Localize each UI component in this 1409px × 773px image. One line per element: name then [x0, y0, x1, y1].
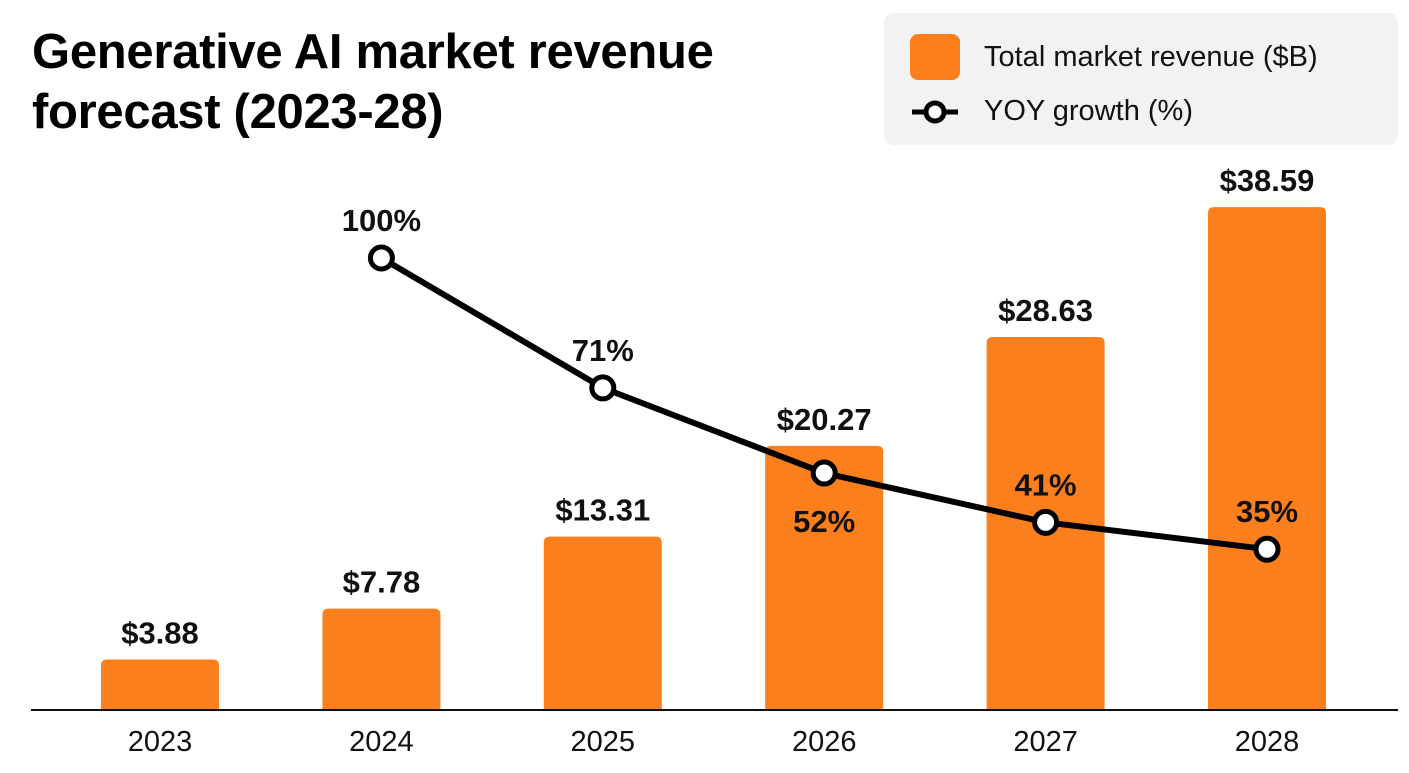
bar-value-label-2027: $28.63 [998, 293, 1093, 328]
growth-point-2028 [1253, 535, 1281, 563]
growth-label-2025: 71% [572, 333, 634, 368]
x-tick-2028: 2028 [1235, 726, 1300, 758]
growth-point-2027 [1032, 508, 1060, 536]
legend-label-growth: YOY growth (%) [984, 95, 1193, 127]
x-tick-2026: 2026 [792, 726, 857, 758]
bar-value-label-2028: $38.59 [1220, 163, 1315, 198]
growth-label-2026: 52% [793, 504, 855, 539]
growth-point-2026 [810, 459, 838, 487]
bar-value-label-2024: $7.78 [343, 565, 421, 600]
bar-value-label-2023: $3.88 [121, 615, 199, 650]
growth-label-2028: 35% [1236, 494, 1298, 529]
x-tick-2027: 2027 [1013, 726, 1078, 758]
bar-2023 [101, 659, 219, 710]
growth-label-2027: 41% [1015, 467, 1077, 502]
bar-value-label-2025: $13.31 [555, 493, 650, 528]
legend-label-revenue: Total market revenue ($B) [984, 40, 1318, 73]
x-tick-2023: 2023 [128, 726, 193, 758]
x-tick-2024: 2024 [349, 726, 414, 758]
legend-swatch-line [912, 100, 958, 123]
chart-title: Generative AI market revenue forecast (2… [32, 25, 714, 139]
x-tick-2025: 2025 [571, 726, 636, 758]
growth-point-2025 [589, 374, 617, 402]
bar-2025 [543, 536, 662, 710]
bar-2026 [765, 445, 884, 710]
growth-label-2024: 100% [342, 203, 421, 238]
bar-2024 [322, 608, 441, 710]
growth-point-2024 [367, 244, 395, 272]
legend: Total market revenue ($B) YOY growth (%) [884, 13, 1398, 145]
bar-value-label-2026: $20.27 [777, 402, 872, 437]
legend-swatch-bar [910, 34, 960, 80]
legend-item-revenue: Total market revenue ($B) [910, 34, 1318, 80]
bar-2028 [1208, 207, 1326, 710]
legend-item-growth: YOY growth (%) [910, 95, 1193, 128]
